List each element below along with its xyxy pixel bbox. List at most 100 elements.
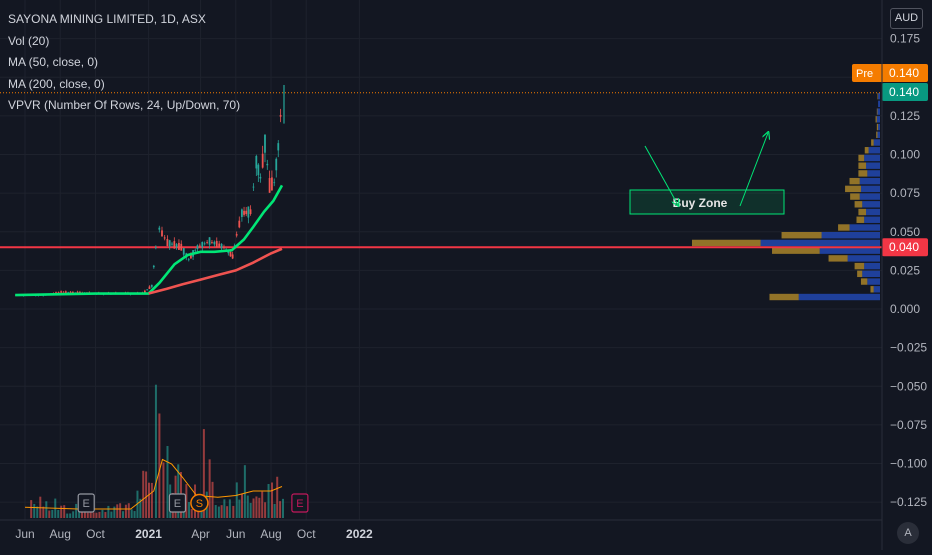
volume-bar: [122, 511, 125, 518]
indicator-volume[interactable]: Vol (20): [8, 33, 50, 48]
indicator-ma200[interactable]: MA (200, close, 0): [8, 76, 105, 91]
volume-bar: [252, 498, 255, 518]
volume-bar: [243, 465, 246, 518]
candle-body: [187, 259, 190, 261]
volume-profile-up-bar: [862, 270, 880, 278]
volume-bar: [211, 481, 214, 518]
volume-profile-down-bar: [876, 108, 878, 115]
candle-body: [215, 240, 218, 248]
time-tick-label: Aug: [50, 527, 71, 541]
volume-profile-down-bar: [858, 170, 868, 177]
candle-body: [233, 245, 236, 247]
last-price-badge-value: 0.140: [889, 85, 919, 99]
pre-badge-label: Pre: [856, 68, 873, 80]
candle-body: [166, 239, 169, 247]
price-tick-label: 0.175: [890, 32, 920, 46]
volume-bar: [190, 509, 193, 518]
volume-bar: [101, 509, 104, 518]
volume-profile-up-bar: [849, 224, 880, 231]
indicator-ma50[interactable]: MA (50, close, 0): [8, 55, 99, 69]
time-tick-label: Oct: [86, 527, 105, 541]
volume-profile-up-bar: [821, 232, 880, 239]
volume-bar: [271, 482, 274, 518]
symbol-title[interactable]: SAYONA MINING LIMITED, 1D, ASX: [8, 12, 206, 26]
pre-badge-bg: [852, 64, 928, 82]
volume-profile-down-bar: [858, 208, 867, 216]
volume-bars: [30, 384, 284, 518]
volume-bar: [246, 495, 249, 518]
event-marker-label: E: [296, 498, 303, 510]
line-price-badge: 0.040: [882, 238, 928, 257]
volume-bar: [217, 506, 220, 518]
candle-body: [206, 242, 209, 243]
candle-body: [57, 292, 60, 293]
candle-body: [268, 178, 271, 193]
candle-body: [152, 265, 155, 268]
time-tick-label: Jun: [15, 527, 34, 541]
candle-body: [208, 237, 211, 245]
volume-bar: [48, 510, 51, 518]
volume-bar: [162, 462, 165, 518]
volume-profile-down-bar: [849, 177, 860, 185]
volume-profile-up-bar: [862, 201, 880, 208]
auto-scale-button[interactable]: A: [897, 522, 919, 544]
volume-bar: [279, 501, 282, 518]
volume-profile-up-bar: [866, 208, 880, 216]
volume-bar: [273, 503, 276, 518]
candle-body: [194, 250, 197, 252]
volume-bar: [281, 498, 284, 518]
currency-button[interactable]: AUD: [890, 8, 923, 29]
candle-body: [231, 254, 234, 259]
volume-profile-up-bar: [860, 185, 880, 193]
candle-body: [180, 243, 183, 251]
candle-body: [173, 241, 176, 249]
candle-body: [203, 243, 206, 245]
volume-profile-up-bar: [864, 262, 880, 270]
volume-bar: [188, 502, 191, 518]
volume-bar: [127, 503, 130, 518]
candle-body: [213, 241, 216, 245]
volume-bar: [154, 384, 157, 518]
volume-bar: [36, 506, 39, 518]
time-tick-label: Oct: [297, 527, 316, 541]
volume-profile-up-bar: [847, 255, 880, 262]
earnings-marker-icon: [168, 493, 187, 513]
indicator-vpvr[interactable]: VPVR (Number Of Rows, 24, Up/Down, 70): [8, 98, 241, 112]
volume-bar: [142, 470, 145, 518]
candle-body: [62, 291, 65, 293]
candle-body: [150, 284, 153, 287]
volume-bar: [148, 482, 151, 518]
time-tick-label: 2021: [135, 527, 162, 541]
time-tick-label: Jun: [226, 527, 245, 541]
buy-zone-annotation: Buy Zone: [629, 189, 785, 215]
line-price-badge-value: 0.040: [889, 240, 919, 254]
event-marker-label: E: [174, 498, 181, 510]
volume-profile-up-bar: [873, 286, 880, 293]
time-axis-bg: [0, 520, 882, 550]
candle-body: [198, 245, 201, 247]
volume-bar: [113, 506, 116, 518]
volume-profile-down-bar: [781, 232, 822, 239]
volume-profile-up-bar: [878, 100, 880, 108]
event-marker-label: E: [83, 498, 90, 510]
price-tick-label: 0.075: [890, 186, 920, 200]
volume-profile-up-bar: [873, 139, 880, 146]
volume-profile-down-bar: [876, 123, 879, 131]
volume-bar: [133, 511, 136, 518]
volume-bar: [255, 496, 258, 518]
volume-bar: [258, 497, 261, 518]
arrow-down-into-zone: [644, 145, 678, 205]
volume-profile-up-bar: [867, 170, 880, 177]
volume-profile-up-bar: [864, 154, 880, 162]
volume-profile-up-bar: [859, 177, 880, 185]
candle-body: [190, 254, 192, 259]
volume-bar: [124, 504, 127, 518]
buy-zone-label: Buy Zone: [673, 196, 728, 210]
time-tick-label: Apr: [191, 527, 210, 541]
volume-bar: [249, 502, 252, 518]
candle-body: [158, 227, 161, 230]
volume-profile-down-bar: [838, 224, 850, 231]
volume-profile-down-bar: [828, 255, 848, 262]
